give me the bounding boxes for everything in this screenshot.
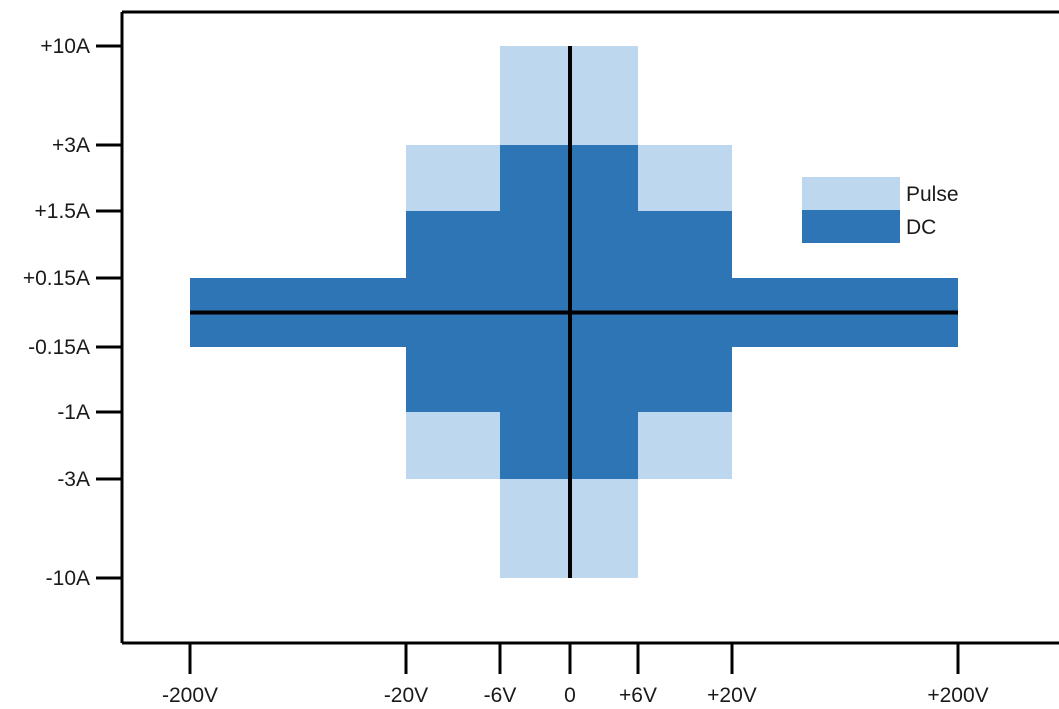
x-tick-label: -200V bbox=[162, 684, 218, 707]
y-tick-label: +1.5A bbox=[35, 200, 90, 223]
x-tick-label: +200V bbox=[927, 684, 988, 707]
y-tick-label: -1A bbox=[57, 401, 90, 424]
legend-swatch-pulse bbox=[802, 177, 900, 210]
legend-label-dc: DC bbox=[906, 216, 936, 239]
legend: Pulse DC bbox=[802, 177, 959, 243]
legend-label-pulse: Pulse bbox=[906, 183, 959, 206]
x-tick-label: +6V bbox=[619, 684, 657, 707]
x-tick-label: -20V bbox=[384, 684, 428, 707]
x-tick-label: -6V bbox=[484, 684, 517, 707]
x-tick-label: 0 bbox=[564, 684, 576, 707]
y-tick-label: +10A bbox=[40, 35, 90, 58]
y-tick-label: -3A bbox=[57, 468, 90, 491]
y-tick-label: +0.15A bbox=[23, 267, 90, 290]
legend-swatch-dc bbox=[802, 210, 900, 243]
axes-layer bbox=[120, 10, 1059, 645]
y-tick-label: +3A bbox=[52, 134, 90, 157]
x-tick-label: +20V bbox=[707, 684, 757, 707]
y-tick-label: -0.15A bbox=[28, 336, 90, 359]
y-tick-label: -10A bbox=[46, 567, 90, 590]
ticks-layer: +10A +3A +1.5A +0.15A -0.15A -1A -3A -10A -200V -… bbox=[23, 35, 989, 707]
